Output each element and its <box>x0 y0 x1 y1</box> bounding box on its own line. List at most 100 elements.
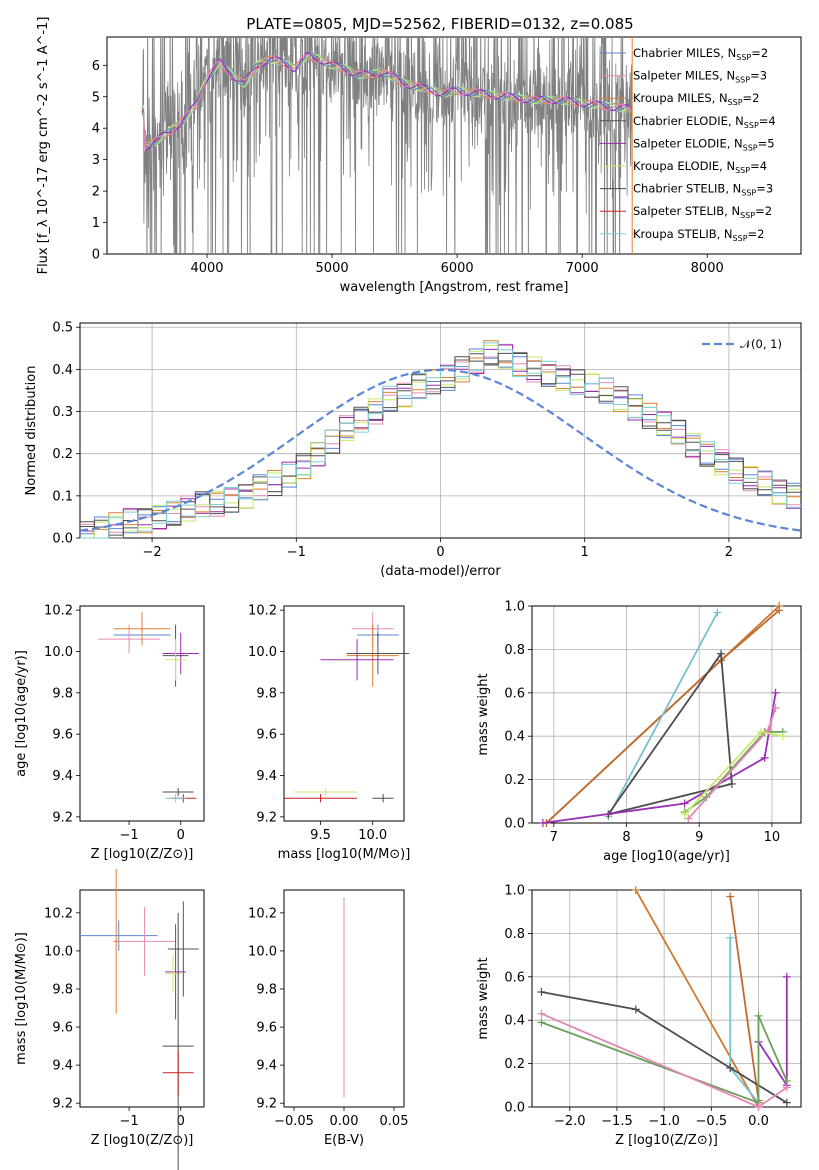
y-tick-label: 10.2 <box>44 906 73 921</box>
legend-sub: SSP <box>743 143 758 152</box>
y-tick-label: 0.1 <box>52 489 73 504</box>
weight-series <box>607 651 733 816</box>
y-tick-label: 9.8 <box>256 686 277 701</box>
x-axis-label: Z [log10(Z/Z⊙)] <box>91 847 194 862</box>
legend-name: Chabrier MILES, N <box>633 46 736 60</box>
weight-series <box>635 889 760 1108</box>
y-axis-label: mass [log10(M/M⊙)] <box>14 932 29 1065</box>
panel-spectrum: 4000 5000 6000 7000 8000 0 1 2 3 4 5 6 wavelength [A… <box>36 17 802 295</box>
x-axis-label: E(B-V) <box>324 1133 364 1148</box>
legend-suffix: =2 <box>755 204 772 218</box>
x-axis-label: mass [log10(M/M⊙)] <box>278 847 411 862</box>
legend-sub: SSP <box>741 189 756 198</box>
x-tick-label: −1.5 <box>601 1114 633 1129</box>
weight-marker <box>782 972 791 981</box>
y-tick-label: 5 <box>92 90 100 105</box>
x-tick-label: 5000 <box>316 261 349 276</box>
y-tick-label: 9.4 <box>256 769 277 784</box>
x-tick-label: 2 <box>725 545 733 560</box>
model-spectrum <box>141 52 632 149</box>
legend-name: Salpeter STELIB, N <box>633 204 740 218</box>
y-tick-label: 0.4 <box>504 1014 525 1029</box>
y-tick-label: 0.6 <box>504 970 525 985</box>
weight-marker <box>782 1098 791 1107</box>
y-axis-label: Normed distribution <box>24 366 39 496</box>
y-tick-label: 1 <box>92 216 100 231</box>
y-axis-label: mass weight <box>476 957 491 1039</box>
spectrum-plot <box>141 37 633 254</box>
axes-frame <box>283 889 405 1108</box>
axes-frame <box>106 36 802 255</box>
y-tick-label: 0.6 <box>504 686 525 701</box>
histogram-series <box>80 342 801 539</box>
y-tick-label: 6 <box>92 59 100 74</box>
weight-series <box>607 612 719 817</box>
x-tick-label: 6000 <box>441 261 474 276</box>
x-tick-label: 7 <box>550 830 558 845</box>
panel-age_vs_Z: −1 0 9.2 9.4 9.6 9.8 10.0 10.2 Z [log10(Z/Z⊙)] ag… <box>14 604 205 862</box>
panel-weight_vs_Z: −2.0 −1.5 −1.0 −0.5 0.0 0.0 0.2 0.4 0.6 0.8 1.0 Z [… <box>476 884 802 1148</box>
legend-sub: SSP <box>735 76 750 85</box>
observed-spectrum <box>141 37 633 254</box>
x-tick-label: −1 <box>287 545 306 560</box>
x-axis-label: Z [log10(Z/Z⊙)] <box>91 1133 194 1148</box>
x-tick-label: −1 <box>119 1114 138 1129</box>
legend-sub: SSP <box>740 211 755 220</box>
x-tick-label: 0.0 <box>748 1114 769 1129</box>
weight-marker <box>782 1083 791 1092</box>
legend-name: Kroupa STELIB, N <box>633 227 733 241</box>
y-tick-label: 0.8 <box>504 927 525 942</box>
x-tick-label: 9 <box>695 830 703 845</box>
axes-frame <box>79 322 802 539</box>
x-tick-label: 1 <box>581 545 589 560</box>
y-axis-label: age [log10(age/yr)] <box>14 650 29 777</box>
weight-marker <box>760 753 769 762</box>
weight-marker <box>771 703 780 712</box>
legend-suffix: =4 <box>759 114 776 128</box>
x-axis-label: Z [log10(Z/Z⊙)] <box>615 1133 718 1148</box>
y-tick-label: 10.0 <box>248 645 277 660</box>
weight-marker <box>631 1005 640 1014</box>
y-tick-label: 9.2 <box>256 810 277 825</box>
y-tick-label: 10.2 <box>248 604 277 619</box>
axes-frame <box>531 889 802 1108</box>
x-tick-label: −0.5 <box>696 1114 728 1129</box>
x-tick-label: 0.05 <box>380 1114 409 1129</box>
weight-series <box>684 731 783 813</box>
normal-curve <box>79 368 802 532</box>
weight-marker <box>680 810 689 819</box>
axes-frame <box>79 889 205 1108</box>
x-tick-label: 4000 <box>190 261 223 276</box>
legend-name: Kroupa MILES, N <box>633 91 728 105</box>
legend-suffix: =3 <box>750 69 767 83</box>
x-tick-label: −2.0 <box>554 1114 586 1129</box>
legend-entry: Kroupa MILES, NSSP=2 <box>633 91 759 107</box>
panel-weight_vs_age: 7 8 9 10 0.0 0.2 0.4 0.6 0.8 1.0 age [log10(age/yr… <box>476 600 802 864</box>
y-tick-label: 4 <box>92 122 100 137</box>
weight-marker <box>764 725 773 734</box>
y-tick-label: 9.8 <box>52 686 73 701</box>
weight-marker <box>775 606 784 615</box>
y-tick-label: 0.4 <box>504 730 525 745</box>
legend-entry: Salpeter ELODIE, NSSP=5 <box>633 136 775 152</box>
axes-frame <box>79 605 205 822</box>
x-tick-label: 0 <box>436 545 444 560</box>
legend-name: Chabrier ELODIE, N <box>633 114 744 128</box>
y-axis-label: mass weight <box>476 673 491 755</box>
y-tick-label: 0.2 <box>504 1057 525 1072</box>
axes-frame <box>283 605 405 822</box>
legend-name: Chabrier STELIB, N <box>633 182 741 196</box>
panel-mass_vs_Z: −1 0 9.2 9.4 9.6 9.8 10.0 10.2 Z [log10(Z/Z⊙)] ma… <box>14 869 205 1170</box>
x-tick-label: −1.0 <box>648 1114 680 1129</box>
legend-suffix: =2 <box>748 227 765 241</box>
legend-entry: Chabrier ELODIE, NSSP=4 <box>633 114 776 130</box>
weight-marker <box>757 727 766 736</box>
weight-series <box>729 896 760 1101</box>
weight-marker <box>771 688 780 697</box>
axes-frame <box>531 605 802 824</box>
figure-title: PLATE=0805, MJD=52562, FIBERID=0132, z=0… <box>246 15 633 33</box>
y-tick-label: 9.8 <box>256 982 277 997</box>
model-spectrum <box>141 55 632 147</box>
